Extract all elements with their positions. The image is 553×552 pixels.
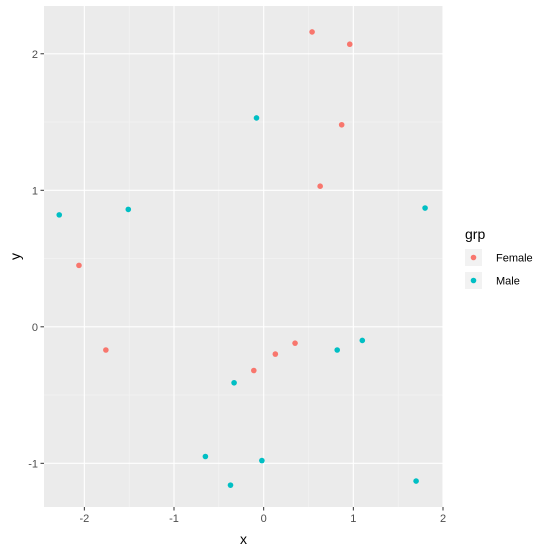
legend-title: grp	[465, 226, 485, 242]
data-point-male	[334, 347, 340, 353]
data-point-female	[317, 183, 323, 189]
x-tick-label: 1	[350, 513, 356, 525]
x-tick-label: 2	[440, 513, 446, 525]
y-tick-label: -1	[28, 458, 38, 470]
data-point-male	[202, 453, 209, 460]
y-tick-label: 2	[32, 49, 38, 61]
x-axis-ticks: -2 -1 0 1 2	[79, 507, 446, 525]
data-point-male	[422, 205, 428, 211]
data-point-male	[125, 206, 132, 213]
data-point-female	[309, 29, 315, 35]
data-point-female	[272, 351, 279, 357]
y-axis-ticks: -1 0 1 2	[28, 49, 44, 470]
legend-marker-male	[470, 277, 477, 284]
data-point-male	[413, 478, 419, 484]
minor-gridlines	[44, 6, 443, 507]
data-point-female	[346, 41, 353, 48]
data-point-female	[292, 340, 298, 346]
x-tick-label: -1	[169, 513, 179, 525]
y-tick-label: 1	[32, 185, 38, 197]
legend: grp Female Male	[465, 226, 533, 289]
data-point-male	[359, 337, 366, 344]
data-point-male	[231, 379, 237, 386]
x-axis-title: x	[240, 531, 247, 547]
legend-label-male: Male	[496, 276, 520, 288]
data-point-female	[338, 121, 345, 128]
major-gridlines	[44, 6, 444, 507]
data-point-male	[56, 212, 63, 218]
data-point-male	[253, 115, 260, 121]
y-tick-label: 0	[32, 322, 38, 334]
data-point-female	[76, 262, 82, 269]
x-tick-label: -2	[79, 513, 89, 525]
x-tick-label: 0	[261, 513, 267, 525]
legend-label-female: Female	[496, 253, 533, 265]
data-point-male	[227, 482, 234, 488]
plot-panel	[44, 6, 443, 507]
data-points	[56, 29, 428, 488]
data-point-female	[251, 367, 257, 374]
data-point-male	[259, 457, 265, 464]
y-axis-title: y	[7, 253, 23, 260]
data-point-female	[103, 347, 109, 353]
legend-marker-female	[470, 254, 477, 261]
